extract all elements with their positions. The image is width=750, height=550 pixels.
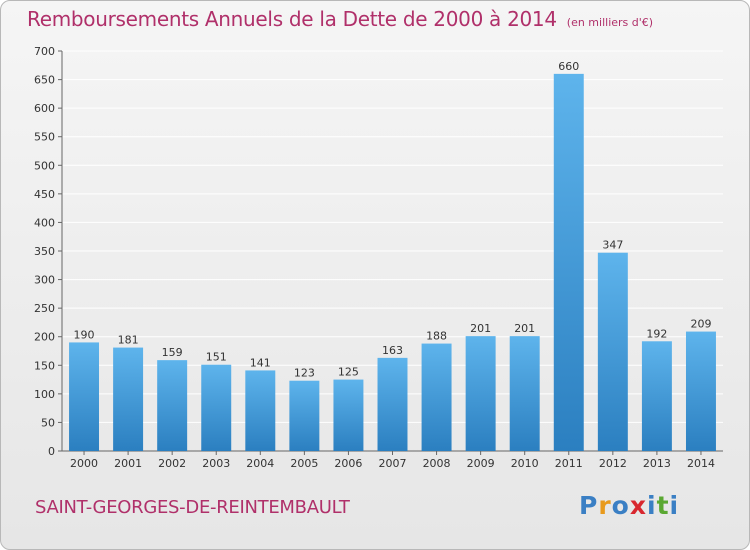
logo-letter: t [656, 491, 670, 520]
bar-value-label: 123 [294, 367, 315, 380]
logo-letter: i [647, 491, 657, 520]
bar-value-label: 159 [162, 346, 183, 359]
x-tick-label: 2010 [511, 457, 539, 470]
y-tick-label: 0 [48, 445, 55, 458]
bar [245, 370, 276, 451]
bar [509, 336, 540, 451]
bar [685, 331, 716, 451]
x-tick-label: 2009 [467, 457, 495, 470]
bar [201, 364, 232, 451]
unit-note: (en milliers d'€) [566, 16, 654, 29]
bar-value-label: 125 [338, 366, 359, 379]
y-tick-label: 200 [34, 331, 55, 344]
logo-letter: o [611, 491, 630, 520]
chart-title: Remboursements Annuels de la Dette de 20… [27, 7, 653, 31]
y-tick-label: 400 [34, 216, 55, 229]
bar-value-label: 209 [690, 318, 711, 331]
title-text: Remboursements Annuels de la Dette de 20… [27, 7, 557, 31]
bar-chart: 0 50 100 150 200 250 300 350 400 450 500 550 600 650 7… [34, 45, 723, 470]
x-tick-label: 2002 [158, 457, 186, 470]
bar-value-label: 347 [602, 239, 623, 252]
x-tick-label: 2011 [555, 457, 583, 470]
x-tick-label: 2005 [290, 457, 318, 470]
bar [553, 73, 584, 451]
y-tick-label: 150 [34, 359, 55, 372]
proxiti-logo: Proxiti [579, 491, 679, 520]
y-tick-label: 700 [34, 45, 55, 58]
y-tick-label: 550 [34, 131, 55, 144]
bar [421, 343, 452, 451]
logo-letter: i [669, 491, 680, 520]
x-tick-label: 2003 [202, 457, 230, 470]
x-tick-label: 2004 [246, 457, 274, 470]
bar [333, 379, 364, 451]
x-tick-label: 2007 [379, 457, 407, 470]
bar-value-label: 163 [382, 344, 403, 357]
bar-value-label: 660 [558, 60, 579, 73]
x-tick-label: 2001 [114, 457, 142, 470]
bar [289, 380, 320, 451]
logo-letter: r [598, 491, 612, 520]
bar-value-label: 201 [470, 322, 491, 335]
bar [157, 360, 188, 451]
x-tick-label: 2000 [70, 457, 98, 470]
x-tick-label: 2014 [687, 457, 715, 470]
bar [113, 347, 144, 451]
logo-letter: x [629, 491, 647, 520]
y-tick-label: 300 [34, 274, 55, 287]
y-tick-label: 50 [41, 416, 55, 429]
y-tick-label: 250 [34, 302, 55, 315]
bar [465, 336, 496, 451]
commune-name: SAINT-GEORGES-DE-REINTEMBAULT [35, 497, 350, 518]
bar [377, 357, 408, 451]
bar [69, 342, 100, 451]
bar-value-label: 188 [426, 330, 447, 343]
y-tick-label: 600 [34, 102, 55, 115]
x-tick-label: 2012 [599, 457, 627, 470]
logo-letter: P [579, 491, 599, 520]
x-tick-label: 2013 [643, 457, 671, 470]
bar-value-label: 181 [118, 334, 139, 347]
bar-value-label: 151 [206, 351, 227, 364]
bar-value-label: 141 [250, 356, 271, 369]
x-tick-label: 2008 [423, 457, 451, 470]
bar [597, 252, 628, 451]
y-tick-label: 500 [34, 159, 55, 172]
bar-value-label: 201 [514, 322, 535, 335]
bar-value-label: 190 [74, 328, 95, 341]
y-tick-label: 100 [34, 388, 55, 401]
y-tick-label: 650 [34, 74, 55, 87]
bar [641, 341, 672, 451]
bar-value-label: 192 [646, 327, 667, 340]
y-tick-label: 450 [34, 188, 55, 201]
x-tick-label: 2006 [334, 457, 362, 470]
y-tick-label: 350 [34, 245, 55, 258]
